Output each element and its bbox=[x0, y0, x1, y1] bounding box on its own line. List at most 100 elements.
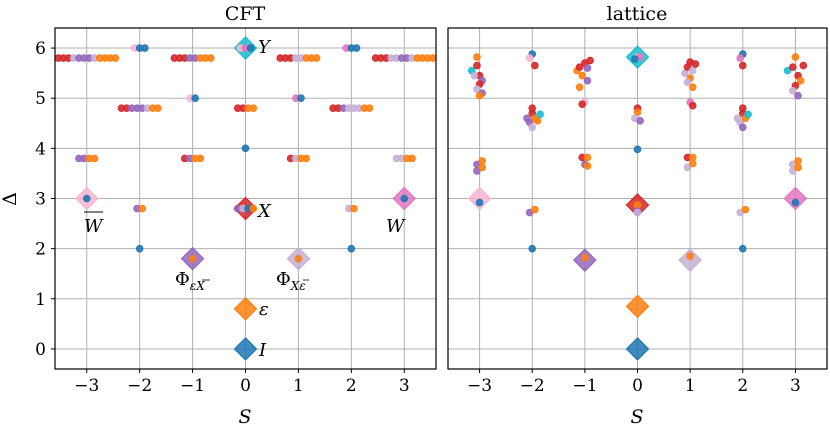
annot-Wbar-text: W bbox=[84, 216, 104, 237]
data-point bbox=[408, 154, 416, 163]
xtick-label: 2 bbox=[737, 376, 748, 396]
data-point bbox=[188, 254, 197, 263]
cft-ylabel: Δ bbox=[0, 192, 21, 206]
data-point bbox=[111, 54, 120, 62]
data-point bbox=[794, 163, 802, 172]
data-point bbox=[575, 83, 584, 91]
annot-X: X bbox=[256, 201, 272, 222]
annot-phi-right-main: Φ bbox=[276, 269, 291, 290]
xtick-label: 2 bbox=[346, 376, 357, 396]
data-point bbox=[138, 204, 147, 213]
data-point bbox=[788, 63, 797, 71]
data-point bbox=[352, 44, 361, 52]
data-point bbox=[744, 110, 752, 119]
ytick-label: 2 bbox=[35, 240, 46, 260]
ytick-label: 5 bbox=[35, 89, 46, 109]
lattice-panel: −3 −2 −1 0 1 2 3 lattice S bbox=[447, 3, 828, 428]
primary-diamond bbox=[625, 337, 650, 361]
annot-phi-right-sub: Xε bbox=[290, 279, 306, 293]
lattice-marks bbox=[467, 45, 808, 361]
xtick-label: 1 bbox=[293, 376, 304, 396]
data-point bbox=[738, 61, 747, 70]
data-point bbox=[583, 76, 592, 85]
data-point bbox=[475, 198, 484, 207]
data-point bbox=[691, 60, 700, 68]
data-point bbox=[581, 253, 589, 262]
data-point bbox=[473, 85, 481, 93]
data-point bbox=[294, 254, 303, 263]
data-point bbox=[302, 154, 311, 163]
data-point bbox=[347, 244, 356, 253]
data-point bbox=[249, 104, 258, 113]
data-point bbox=[528, 244, 537, 253]
data-point bbox=[741, 205, 750, 214]
primary-diamond bbox=[467, 186, 492, 211]
annot-W: W bbox=[386, 216, 406, 237]
data-point bbox=[196, 154, 205, 163]
data-point bbox=[206, 54, 215, 62]
cft-annotations: Y X ε I W W ΦεX ΦXε bbox=[84, 37, 406, 361]
data-point bbox=[791, 53, 800, 61]
data-point bbox=[525, 54, 534, 62]
data-point bbox=[686, 252, 694, 260]
data-point bbox=[688, 159, 697, 168]
data-point bbox=[796, 76, 805, 85]
annot-I: I bbox=[258, 340, 267, 361]
annot-phi-left: ΦεX bbox=[175, 269, 210, 293]
xtick-label: −3 bbox=[467, 376, 492, 396]
cft-title: CFT bbox=[225, 3, 266, 25]
data-point bbox=[799, 61, 808, 70]
data-point bbox=[475, 91, 484, 100]
data-point bbox=[531, 205, 539, 214]
annot-eps: ε bbox=[259, 299, 269, 320]
data-point bbox=[688, 66, 697, 75]
annot-phi-right: ΦXε bbox=[276, 269, 309, 293]
data-point bbox=[312, 54, 321, 62]
annot-phi-left-sub: εX bbox=[190, 279, 205, 293]
ytick-label: 3 bbox=[35, 190, 46, 210]
data-point bbox=[783, 66, 792, 75]
annot-Y: Y bbox=[258, 37, 272, 58]
data-point bbox=[297, 94, 305, 103]
xtick-label: −1 bbox=[180, 376, 205, 396]
data-point bbox=[249, 204, 258, 213]
data-point bbox=[788, 86, 797, 95]
annot-phi-left-text: ΦεX bbox=[175, 269, 205, 293]
cft-marks bbox=[54, 36, 437, 361]
primary-diamond bbox=[678, 248, 702, 273]
data-point bbox=[478, 163, 487, 172]
ytick-label: 4 bbox=[35, 139, 46, 159]
data-point bbox=[578, 71, 587, 80]
data-point bbox=[791, 198, 800, 207]
xtick-label: 0 bbox=[632, 376, 643, 396]
data-point bbox=[683, 163, 692, 172]
data-point bbox=[135, 244, 144, 253]
data-point bbox=[365, 104, 374, 113]
data-point bbox=[736, 54, 744, 62]
lattice-title: lattice bbox=[607, 3, 668, 25]
primary-diamond bbox=[783, 186, 808, 211]
data-point bbox=[578, 100, 587, 109]
ytick-label: 1 bbox=[35, 290, 46, 310]
data-point bbox=[528, 123, 537, 132]
xtick-label: 3 bbox=[399, 376, 410, 396]
xtick-label: −2 bbox=[127, 376, 152, 396]
data-point bbox=[794, 157, 802, 165]
data-point bbox=[633, 208, 642, 217]
annot-phi-right-text: ΦXε bbox=[276, 269, 306, 293]
xtick-label: 0 bbox=[240, 376, 251, 396]
data-point bbox=[241, 144, 250, 153]
data-point bbox=[531, 61, 539, 70]
xtick-label: 3 bbox=[790, 376, 801, 396]
xtick-label: −2 bbox=[520, 376, 545, 396]
data-point bbox=[636, 116, 644, 125]
xtick-label: −1 bbox=[572, 376, 597, 396]
data-point bbox=[536, 110, 544, 119]
data-point bbox=[586, 56, 594, 65]
ytick-label: 6 bbox=[35, 39, 46, 59]
primary-diamond bbox=[625, 294, 650, 319]
data-point bbox=[90, 154, 99, 163]
xtick-label: −3 bbox=[74, 376, 99, 396]
data-point bbox=[683, 78, 692, 86]
cft-ticks: −3 −2 −1 0 1 2 3 0 1 2 3 4 5 6 bbox=[35, 39, 409, 396]
